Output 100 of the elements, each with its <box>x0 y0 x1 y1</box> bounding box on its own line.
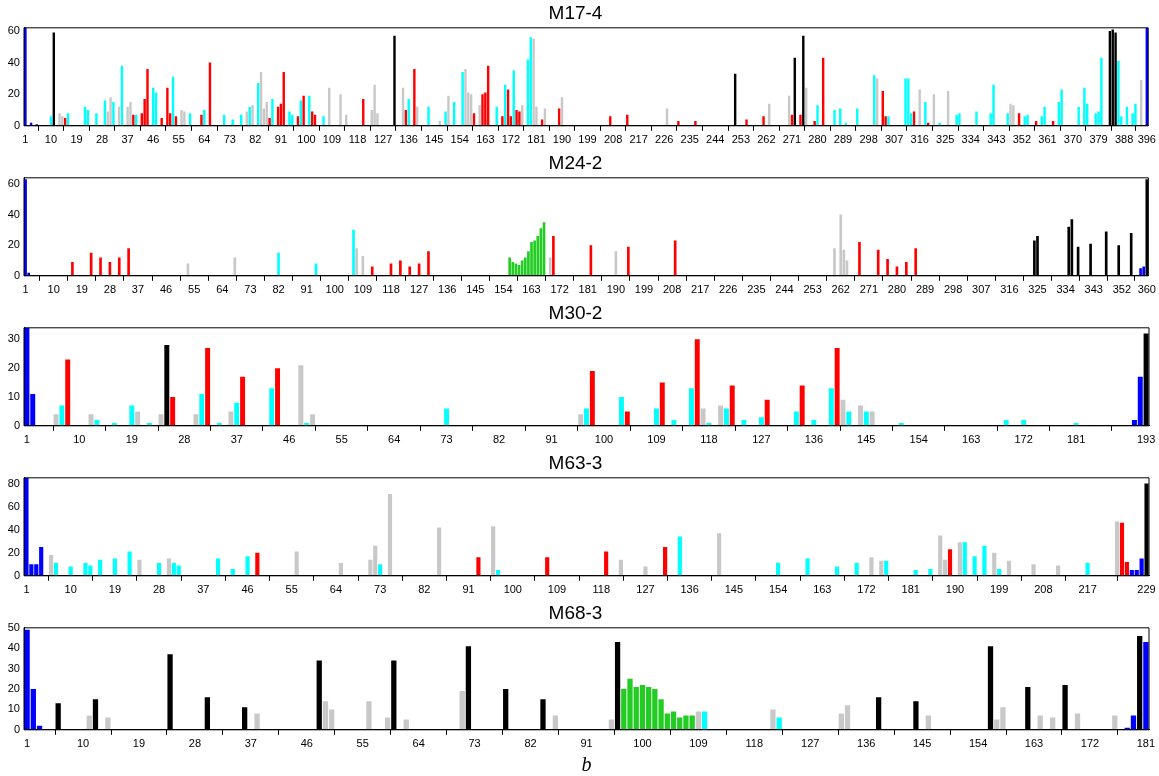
x-tick-label: 217 <box>629 133 648 146</box>
x-tick-label: 271 <box>782 133 802 146</box>
x-tick-label: 28 <box>103 283 117 296</box>
x-tick-label: 280 <box>887 283 907 296</box>
x-tick-label: 271 <box>859 283 879 296</box>
y-tick-label: 20 <box>7 238 20 251</box>
x-tick-label: 352 <box>1112 283 1131 296</box>
x-tick-label: 145 <box>425 133 444 146</box>
x-tick-label: 163 <box>522 283 541 296</box>
x-tick-label: 396 <box>1137 133 1156 146</box>
x-tick-label: 289 <box>833 133 853 146</box>
x-tick-label: 145 <box>724 583 744 596</box>
x-tick-label: 100 <box>633 737 652 750</box>
y-tick-label: 50 <box>7 620 20 633</box>
x-tick-label: 109 <box>547 583 567 596</box>
x-tick-label: 91 <box>462 583 475 596</box>
x-tick-label: 163 <box>813 583 832 596</box>
y-tick-label: 40 <box>7 522 20 535</box>
x-tick-label: 190 <box>606 283 626 296</box>
y-tick-label: 40 <box>7 641 20 654</box>
x-tick-label: 46 <box>283 433 296 446</box>
x-tick-label: 172 <box>1014 433 1033 446</box>
x-tick-label: 127 <box>373 133 393 146</box>
chart-title: M63-3 <box>548 451 603 473</box>
x-tick-label: 28 <box>152 583 166 596</box>
x-tick-label: 262 <box>757 133 776 146</box>
x-tick-label: 298 <box>859 133 878 146</box>
x-tick-label: 64 <box>216 283 229 296</box>
x-tick-label: 127 <box>801 737 820 750</box>
x-tick-label: 100 <box>594 433 614 446</box>
y-tick-label: 0 <box>13 722 20 735</box>
y-tick-label: 40 <box>7 207 20 220</box>
x-tick-label: 199 <box>578 133 597 146</box>
x-tick-label: 37 <box>197 583 210 596</box>
x-tick-label: 217 <box>1078 583 1097 596</box>
x-tick-label: 73 <box>244 283 257 296</box>
x-tick-label: 37 <box>131 283 145 296</box>
x-tick-label: 28 <box>178 433 191 446</box>
y-tick-label: 10 <box>7 390 20 403</box>
x-tick-label: 82 <box>492 433 506 446</box>
x-tick-label: 379 <box>1089 133 1108 146</box>
x-tick-label: 316 <box>910 133 929 146</box>
x-tick-label: 190 <box>552 133 572 146</box>
x-tick-label: 64 <box>412 737 425 750</box>
x-tick-label: 10 <box>73 433 86 446</box>
x-tick-label: 28 <box>95 133 109 146</box>
x-tick-label: 55 <box>335 433 348 446</box>
x-tick-label: 127 <box>409 283 429 296</box>
x-tick-label: 136 <box>804 433 824 446</box>
x-tick-label: 136 <box>680 583 699 596</box>
x-tick-label: 19 <box>132 737 146 750</box>
x-tick-label: 154 <box>450 133 469 146</box>
x-tick-label: 163 <box>476 133 495 146</box>
y-tick-label: 0 <box>13 268 20 281</box>
x-tick-label: 172 <box>857 583 876 596</box>
x-tick-label: 181 <box>578 283 597 296</box>
x-tick-label: 73 <box>374 583 387 596</box>
x-tick-label: 118 <box>382 283 400 296</box>
x-tick-label: 118 <box>745 737 764 750</box>
x-tick-label: 235 <box>680 133 699 146</box>
y-tick-label: 10 <box>7 702 20 715</box>
x-tick-label: 163 <box>962 433 981 446</box>
x-tick-label: 19 <box>125 433 138 446</box>
x-tick-label: 307 <box>972 283 991 296</box>
x-tick-label: 91 <box>545 433 558 446</box>
x-tick-label: 1 <box>23 433 30 446</box>
y-tick-label: 40 <box>7 55 20 68</box>
x-tick-label: 118 <box>348 133 367 146</box>
x-tick-label: 55 <box>356 737 369 750</box>
y-tick-label: 0 <box>13 568 20 581</box>
x-tick-label: 100 <box>297 133 316 146</box>
x-tick-label: 37 <box>121 133 134 146</box>
x-tick-label: 82 <box>524 737 537 750</box>
x-tick-label: 46 <box>159 283 173 296</box>
x-tick-label: 199 <box>634 283 654 296</box>
x-tick-label: 181 <box>901 583 920 596</box>
x-tick-label: 325 <box>936 133 955 146</box>
chart-title: M30-2 <box>548 301 603 323</box>
x-tick-label: 280 <box>808 133 827 146</box>
x-tick-label: 334 <box>961 133 980 146</box>
x-tick-label: 19 <box>75 283 88 296</box>
x-tick-label: 1 <box>24 737 31 750</box>
x-tick-label: 334 <box>1056 283 1075 296</box>
x-tick-label: 325 <box>1028 283 1047 296</box>
x-tick-label: 343 <box>987 133 1006 146</box>
x-tick-label: 145 <box>857 433 876 446</box>
y-tick-label: 0 <box>13 418 20 431</box>
x-tick-label: 307 <box>884 133 904 146</box>
x-tick-label: 226 <box>655 133 674 146</box>
x-tick-label: 172 <box>1080 737 1100 750</box>
x-tick-label: 55 <box>285 583 298 596</box>
x-tick-label: 91 <box>274 133 288 146</box>
x-tick-label: 127 <box>752 433 771 446</box>
x-tick-label: 100 <box>503 583 522 596</box>
y-tick-label: 30 <box>7 661 20 674</box>
x-tick-label: 316 <box>1000 283 1019 296</box>
x-tick-label: 193 <box>1136 433 1156 446</box>
x-tick-label: 343 <box>1084 283 1103 296</box>
x-axis-title: b <box>581 753 592 776</box>
x-tick-label: 82 <box>249 133 262 146</box>
